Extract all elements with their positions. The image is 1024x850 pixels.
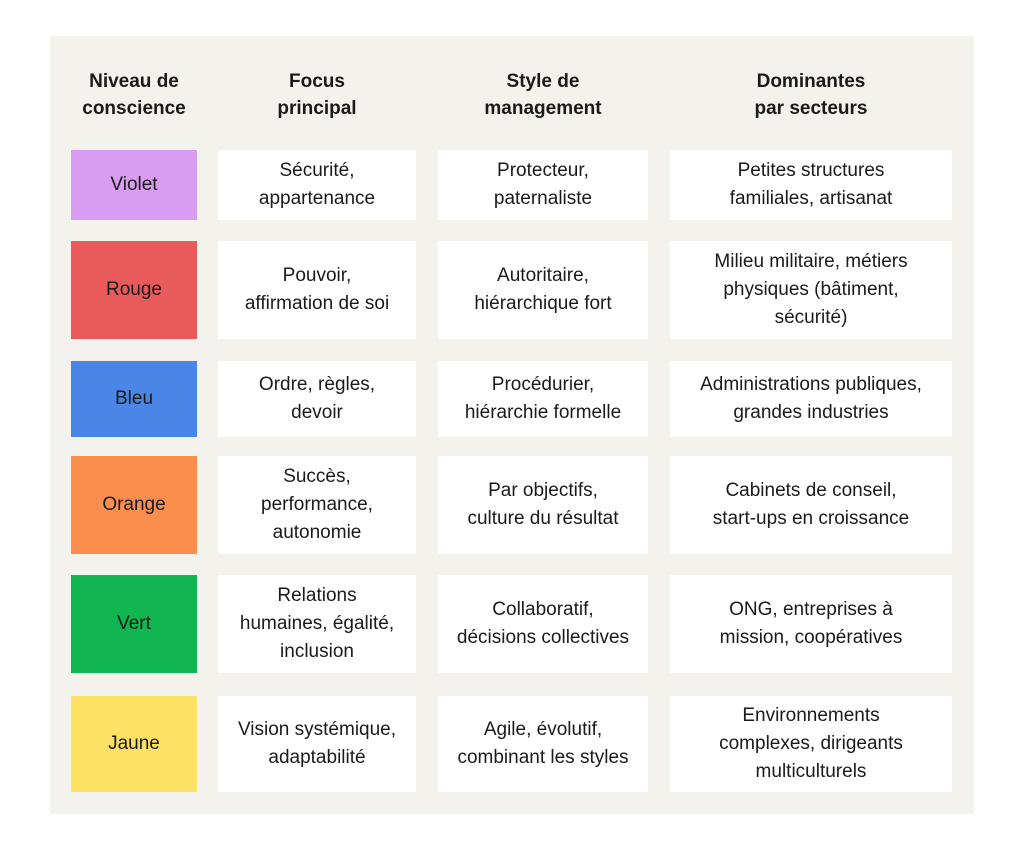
level-label: Jaune [108,733,160,754]
sectors-cell: Cabinets de conseil, start-ups en croiss… [670,456,952,554]
level-cell: Bleu [71,361,197,437]
level-cell: Rouge [71,241,197,339]
header-label: Focus principal [277,71,357,119]
level-label: Violet [110,174,158,195]
cell-text: Relations humaines, égalité, inclusion [239,585,395,662]
sectors-cell: Environnements complexes, dirigeants mul… [670,696,952,792]
cell-text: ONG, entreprises à mission, coopératives [719,599,903,648]
level-cell: Orange [71,456,197,554]
header-focus-principal: Focus principal [218,64,416,126]
cell-text: Agile, évolutif, combinant les styles [457,719,629,768]
level-label: Vert [117,613,151,634]
style-cell: Protecteur, paternaliste [438,150,648,220]
header-niveau-de-conscience: Niveau de conscience [71,64,197,126]
level-cell: Violet [71,150,197,220]
level-label: Rouge [106,279,162,300]
consciousness-management-table: Niveau de conscience Focus principal Sty… [50,36,974,814]
table-panel: Niveau de conscience Focus principal Sty… [50,36,974,814]
style-cell: Procédurier, hiérarchie formelle [438,361,648,437]
style-cell: Autoritaire, hiérarchique fort [438,241,648,339]
cell-text: Autoritaire, hiérarchique fort [474,265,612,314]
header-label: Dominantes par secteurs [754,71,868,119]
style-cell: Par objectifs, culture du résultat [438,456,648,554]
header-label: Style de management [484,71,602,119]
focus-cell: Relations humaines, égalité, inclusion [218,575,416,673]
sectors-cell: Administrations publiques, grandes indus… [670,361,952,437]
focus-cell: Sécurité, appartenance [218,150,416,220]
style-cell: Agile, évolutif, combinant les styles [438,696,648,792]
cell-text: Protecteur, paternaliste [493,160,593,209]
cell-text: Environnements complexes, dirigeants mul… [719,705,903,782]
cell-text: Administrations publiques, grandes indus… [700,374,922,423]
sectors-cell: Milieu militaire, métiers physiques (bât… [670,241,952,339]
header-dominantes-par-secteurs: Dominantes par secteurs [670,64,952,126]
header-style-de-management: Style de management [438,64,648,126]
cell-text: Vision systémique, adaptabilité [237,719,397,768]
cell-text: Collaboratif, décisions collectives [456,599,630,648]
cell-text: Par objectifs, culture du résultat [467,480,619,529]
cell-text: Ordre, règles, devoir [258,374,376,423]
sectors-cell: ONG, entreprises à mission, coopératives [670,575,952,673]
level-cell: Jaune [71,696,197,792]
cell-text: Sécurité, appartenance [258,160,376,209]
cell-text: Petites structures familiales, artisanat [729,160,893,209]
cell-text: Pouvoir, affirmation de soi [244,265,390,314]
focus-cell: Succès, performance, autonomie [218,456,416,554]
cell-text: Procédurier, hiérarchie formelle [464,374,622,423]
level-label: Bleu [114,388,154,409]
focus-cell: Pouvoir, affirmation de soi [218,241,416,339]
header-label: Niveau de conscience [82,71,186,119]
cell-text: Milieu militaire, métiers physiques (bât… [714,251,908,328]
focus-cell: Ordre, règles, devoir [218,361,416,437]
level-cell: Vert [71,575,197,673]
focus-cell: Vision systémique, adaptabilité [218,696,416,792]
cell-text: Succès, performance, autonomie [261,466,373,543]
style-cell: Collaboratif, décisions collectives [438,575,648,673]
cell-text: Cabinets de conseil, start-ups en croiss… [712,480,910,529]
sectors-cell: Petites structures familiales, artisanat [670,150,952,220]
level-label: Orange [102,494,166,515]
